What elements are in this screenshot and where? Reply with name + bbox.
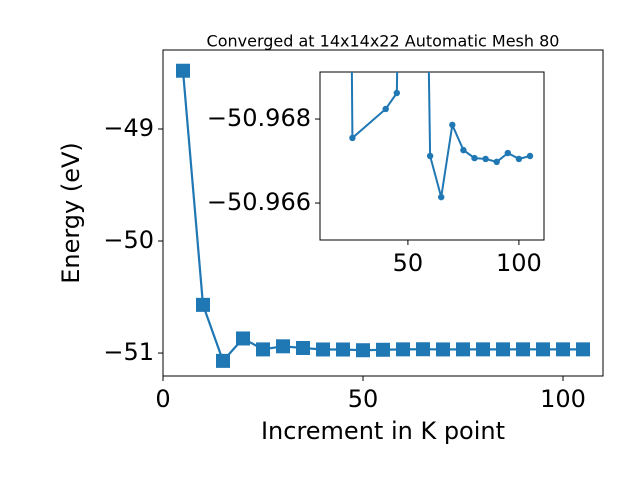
marker: [176, 63, 190, 78]
marker: [349, 134, 356, 142]
marker: [216, 353, 230, 368]
marker: [436, 342, 450, 357]
marker: [515, 155, 523, 163]
marker: [236, 331, 250, 346]
y-tick-label: −50: [103, 226, 154, 254]
marker: [196, 297, 210, 312]
marker: [296, 340, 310, 355]
marker: [471, 154, 478, 162]
marker: [496, 342, 510, 357]
x-tick-label: 100: [496, 249, 542, 277]
marker: [376, 342, 390, 357]
x-tick-label: 50: [393, 249, 424, 277]
y-tick-label: −50.966: [207, 188, 311, 216]
marker: [426, 152, 434, 160]
marker: [516, 342, 530, 357]
marker: [576, 342, 590, 357]
x-tick-label: 50: [348, 385, 379, 413]
y-tick-label: −50.968: [207, 104, 311, 132]
chart-title: Converged at 14x14x22 Automatic Mesh 80: [207, 32, 560, 51]
marker: [256, 342, 270, 357]
marker: [336, 342, 350, 357]
marker: [556, 342, 570, 357]
series: [176, 63, 590, 368]
x-tick-label: 100: [540, 385, 586, 413]
y-tick-label: −49: [103, 114, 154, 142]
y-tick-label: −51: [103, 338, 154, 366]
marker: [416, 342, 430, 357]
marker: [356, 343, 370, 358]
marker: [382, 105, 389, 113]
data-line: [350, 72, 531, 198]
marker: [276, 339, 290, 354]
marker: [493, 158, 500, 166]
y-axis-label: Energy (eV): [57, 142, 85, 284]
marker: [449, 121, 456, 129]
marker: [482, 155, 489, 163]
marker: [460, 146, 467, 154]
marker: [476, 342, 490, 357]
marker: [504, 149, 512, 157]
series: [349, 72, 534, 201]
x-tick-label: 0: [155, 385, 170, 413]
marker: [526, 152, 534, 160]
marker: [536, 342, 550, 357]
marker: [438, 193, 445, 201]
marker: [456, 342, 470, 357]
marker: [393, 89, 401, 97]
x-axis-label: Increment in K point: [261, 417, 505, 445]
marker: [396, 342, 410, 357]
marker: [316, 342, 330, 357]
